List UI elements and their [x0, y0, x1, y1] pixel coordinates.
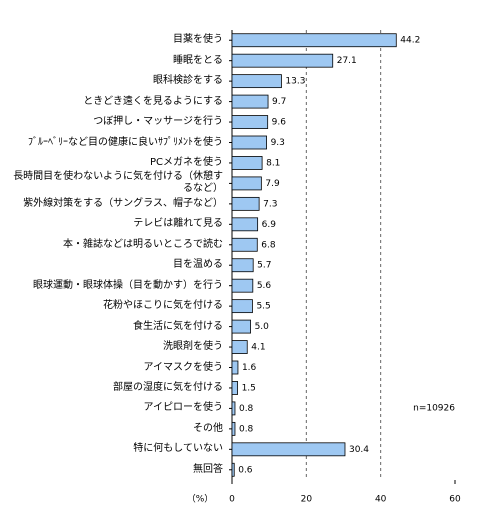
bar — [231, 442, 346, 457]
value-label: 6.9 — [262, 220, 277, 230]
value-label: 4.1 — [251, 343, 265, 353]
value-label: 0.8 — [239, 404, 254, 414]
y-tick-label: ときどき遠くを見るようにする — [83, 95, 223, 107]
y-tick-label: 眼科検診をする — [153, 75, 223, 87]
y-tick-label: 紫外線対策をする（サングラス、帽子など） — [23, 197, 223, 209]
value-label: 8.1 — [266, 158, 280, 168]
bar — [231, 381, 238, 395]
value-label: 9.7 — [272, 97, 286, 107]
value-label: 7.9 — [265, 179, 280, 189]
value-label: 27.1 — [337, 56, 357, 66]
y-tick-label: 睡眠をとる — [173, 54, 223, 66]
value-label: 5.5 — [256, 302, 270, 312]
y-tick-label: ﾌﾞﾙｰﾍﾞﾘｰなど目の健康に良いｻﾌﾟﾘﾒﾝﾄを使う — [28, 136, 223, 148]
bar — [231, 156, 263, 170]
bar — [231, 74, 282, 89]
y-tick-label: 無回答 — [193, 463, 223, 475]
bar — [231, 421, 236, 436]
x-tick-label: 60 — [449, 495, 461, 505]
y-tick-label: 特に何もしていない — [133, 443, 223, 455]
bar — [231, 340, 248, 354]
value-label: 1.6 — [242, 363, 257, 373]
y-tick-label: テレビは離れて見る — [133, 218, 223, 230]
annotation: n=10926 — [413, 404, 455, 414]
y-tick-label: 部屋の湿度に気を付ける — [113, 381, 223, 393]
x-tick-label: 20 — [301, 495, 313, 505]
y-tick-label: 洗眼剤を使う — [163, 341, 223, 353]
value-label: 5.0 — [255, 322, 270, 332]
x-axis-label: （%） — [187, 494, 214, 505]
y-tick-label: 長時間目を使わないように気を付ける（休憩するなど） — [13, 171, 223, 195]
y-tick-label: 目を温める — [173, 259, 223, 271]
value-label: 1.5 — [242, 383, 256, 393]
y-tick-label: アイピローを使う — [143, 402, 224, 414]
value-label: 44.2 — [400, 36, 420, 46]
y-tick-label: 花粉やほこりに気を付ける — [103, 300, 223, 312]
value-label: 0.6 — [238, 465, 253, 475]
value-label: 9.3 — [271, 138, 285, 148]
y-tick-label: その他 — [193, 422, 223, 434]
value-label: 5.6 — [257, 281, 272, 291]
y-tick-label: 本・雑誌などは明るいところで読む — [63, 238, 223, 250]
x-tick-label: 0 — [229, 495, 235, 505]
y-tick-label: つぼ押し・マッサージを行う — [93, 116, 223, 128]
bar — [231, 196, 260, 211]
bar — [231, 360, 239, 375]
value-label: 6.8 — [261, 240, 276, 250]
x-tick-label: 40 — [375, 495, 387, 505]
bar — [231, 278, 254, 293]
bar — [231, 462, 235, 477]
bar — [231, 319, 251, 334]
y-tick-label: 食生活に気を付ける — [133, 320, 223, 332]
value-label: 7.3 — [263, 199, 277, 209]
bar — [231, 217, 259, 232]
bar — [231, 135, 267, 150]
bar — [231, 401, 236, 416]
y-tick-label: 目薬を使う — [173, 34, 223, 46]
y-tick-label: PCメガネを使う — [149, 156, 223, 168]
bar — [231, 258, 254, 273]
value-label: 30.4 — [349, 445, 369, 455]
value-label: 9.6 — [272, 118, 287, 128]
bar — [231, 176, 262, 191]
value-label: 13.3 — [285, 77, 305, 87]
bar — [231, 94, 269, 109]
bar — [231, 53, 334, 68]
bar — [231, 237, 258, 252]
bar — [231, 115, 269, 129]
y-tick-label: アイマスクを使う — [143, 361, 224, 373]
bar — [231, 33, 397, 48]
value-label: 0.8 — [239, 424, 254, 434]
y-tick-label: 眼球運動・眼球体操（目を動かす）を行う — [33, 279, 223, 291]
bar — [231, 299, 253, 314]
value-label: 5.7 — [257, 261, 271, 271]
